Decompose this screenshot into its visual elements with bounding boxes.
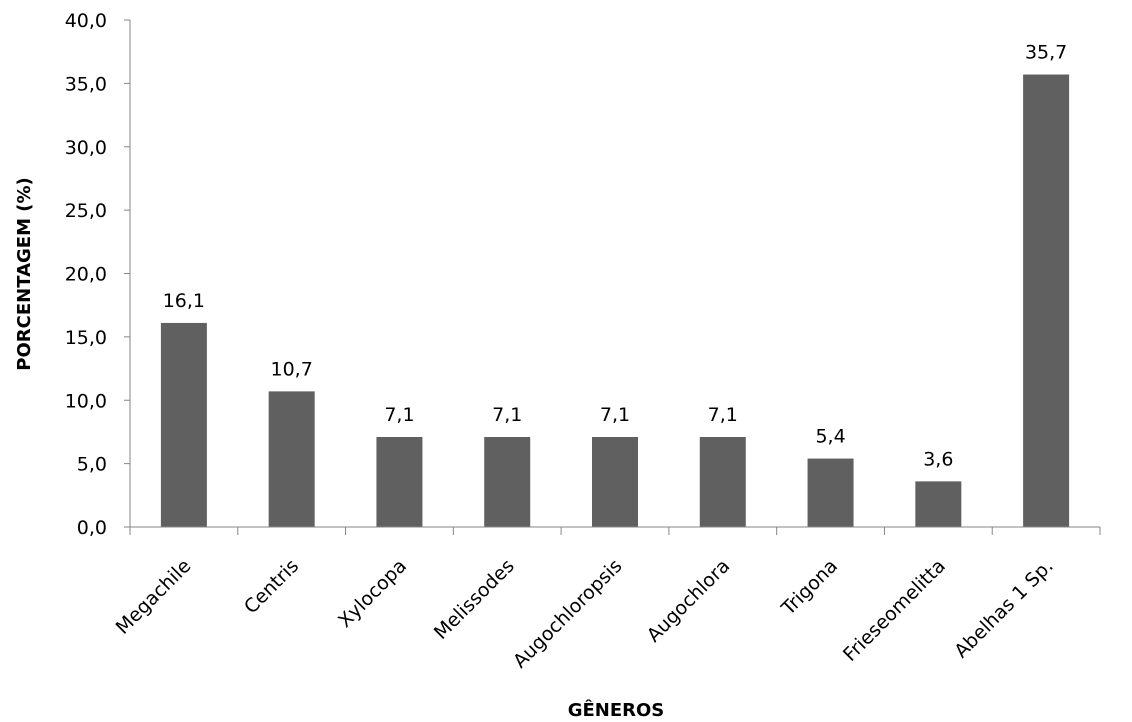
data-label: 7,1 (384, 404, 414, 426)
category-label: Augochlora (643, 555, 735, 647)
bar-augochloropsis (592, 437, 638, 527)
data-label: 7,1 (708, 404, 738, 426)
y-tick-label: 35,0 (65, 73, 107, 95)
bar-xylocopa (376, 437, 423, 527)
y-tick-label: 10,0 (65, 390, 107, 412)
y-axis-title: PORCENTAGEM (%) (14, 177, 35, 370)
y-tick-label: 0,0 (77, 517, 107, 539)
bar-trigona (807, 458, 854, 527)
data-label: 10,7 (271, 358, 313, 380)
x-axis-title: GÊNEROS (568, 699, 665, 721)
data-labels: 16,1 10,7 7,1 7,1 7,1 7,1 5,4 3,6 35,7 (163, 42, 1068, 471)
data-label: 7,1 (492, 404, 522, 426)
data-label: 16,1 (163, 290, 205, 312)
bars (160, 74, 1070, 527)
data-label: 5,4 (815, 426, 845, 448)
y-tick-label: 40,0 (65, 10, 107, 32)
category-label: Trigona (777, 555, 842, 620)
data-label: 3,6 (923, 448, 953, 470)
category-labels: Megachile Centris Xylocopa MelissodesAugoch… (112, 555, 1058, 673)
bar-megachile (160, 322, 207, 527)
bar-augochlora (699, 437, 746, 527)
bar-abelhas-1-sp (1023, 74, 1070, 527)
y-axis-ticks: 0,0 5,0 10,0 15,0 20,0 25,0 30,0 35,0 40,0 (65, 10, 130, 539)
data-label: 7,1 (600, 404, 630, 426)
bar-frieseomelitta (915, 481, 962, 527)
y-tick-label: 20,0 (65, 264, 107, 286)
category-label: Frieseomelitta (839, 555, 950, 666)
y-tick-label: 30,0 (65, 137, 107, 159)
category-label: Abelhas 1 Sp. (950, 555, 1057, 662)
bar-melissodes (484, 437, 531, 527)
category-label: Melissodes (430, 555, 519, 644)
data-label: 35,7 (1025, 42, 1067, 64)
x-axis-ticks (129, 527, 1101, 535)
category-label: Xylocopa (334, 555, 411, 632)
category-label: Megachile (112, 555, 196, 639)
y-tick-label: 15,0 (65, 327, 107, 349)
category-label: Augochloropsis (509, 555, 627, 673)
category-label: Centris (240, 555, 303, 618)
y-tick-label: 5,0 (77, 454, 107, 476)
bar-centris (268, 391, 315, 527)
y-tick-label: 25,0 (65, 200, 107, 222)
